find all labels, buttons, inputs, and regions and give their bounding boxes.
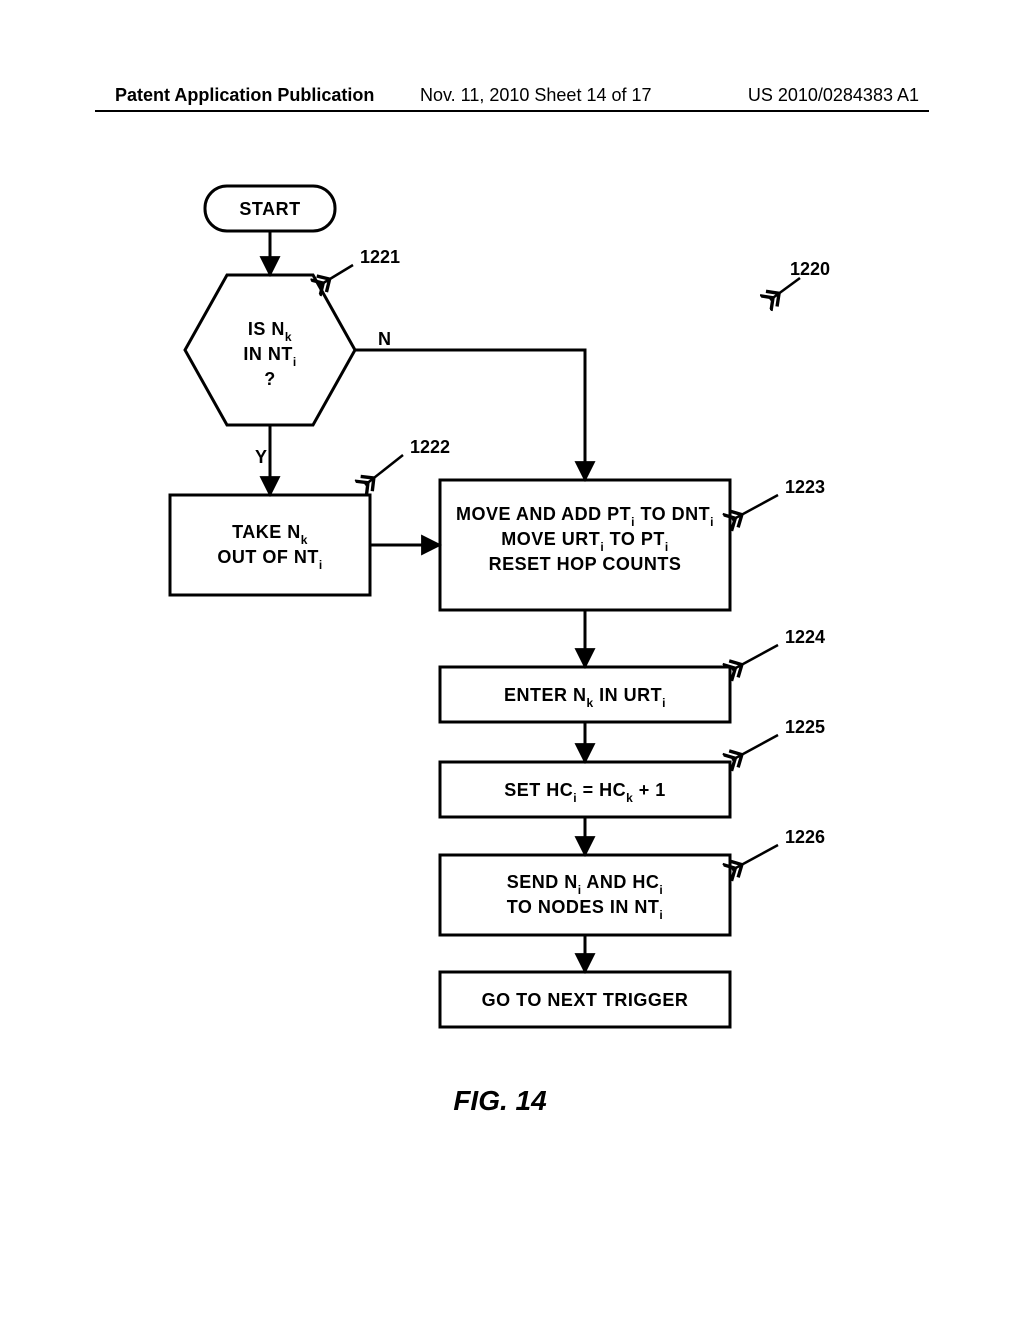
end-label: GO TO NEXT TRIGGER: [482, 990, 689, 1010]
page: Patent Application Publication Nov. 11, …: [0, 0, 1024, 1320]
process-1223: MOVE AND ADD PTi TO DNTi MOVE URTi TO PT…: [440, 480, 730, 610]
header-rule: [95, 110, 929, 112]
start-node: START: [205, 186, 335, 231]
header-right: US 2010/0284383 A1: [748, 85, 919, 106]
leader-1226: [732, 845, 778, 870]
label-Y: Y: [255, 447, 267, 467]
ref-1220: 1220: [790, 259, 830, 279]
process-1222: TAKE Nk OUT OF NTi: [170, 495, 370, 595]
ref-1223: 1223: [785, 477, 825, 497]
process-1224: ENTER Nk IN URTi: [440, 667, 730, 722]
p1223-line3: RESET HOP COUNTS: [489, 554, 682, 574]
process-1225: SET HCi = HCk + 1: [440, 762, 730, 817]
end-node: GO TO NEXT TRIGGER: [440, 972, 730, 1027]
figure-caption: FIG. 14: [453, 1085, 547, 1116]
leader-1224: [732, 645, 778, 670]
ref-1225: 1225: [785, 717, 825, 737]
ref-1221: 1221: [360, 247, 400, 267]
edge-1221-1223-n: [355, 350, 585, 480]
flowchart-svg: START IS Nk IN NTi ? TAKE Nk OUT OF NTi: [0, 150, 1024, 1250]
header-left: Patent Application Publication: [115, 85, 374, 106]
header-center: Nov. 11, 2010 Sheet 14 of 17: [420, 85, 652, 106]
leader-1221: [320, 265, 353, 285]
leader-1223: [732, 495, 778, 520]
start-label: START: [239, 199, 300, 219]
leader-1222: [365, 455, 403, 485]
label-N: N: [378, 329, 391, 349]
decision-1221: IS Nk IN NTi ?: [185, 275, 355, 425]
decision-line3: ?: [264, 369, 276, 389]
ref-1224: 1224: [785, 627, 825, 647]
process-1226: SEND Ni AND HCi TO NODES IN NTi: [440, 855, 730, 935]
ref-1222: 1222: [410, 437, 450, 457]
ref-1226: 1226: [785, 827, 825, 847]
leader-1225: [732, 735, 778, 760]
leader-1220: [770, 278, 800, 300]
